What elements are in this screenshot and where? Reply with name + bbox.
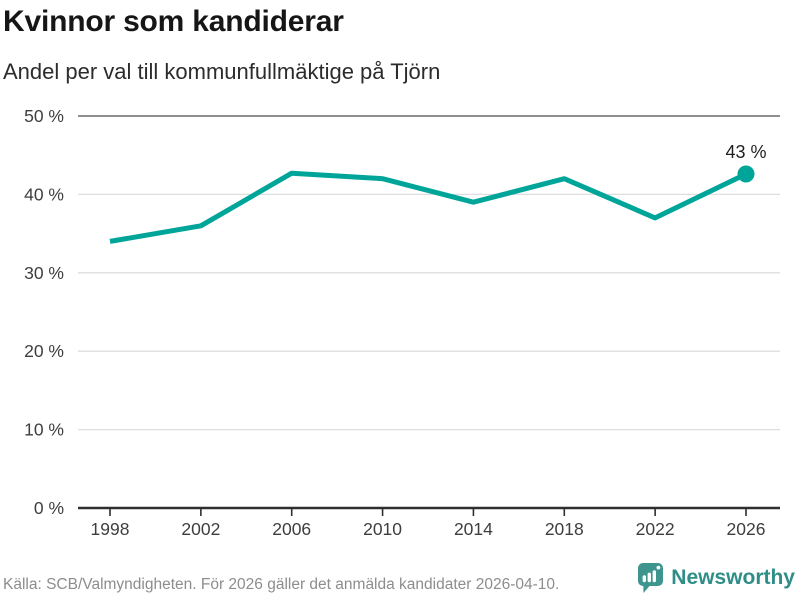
svg-text:2026: 2026	[727, 519, 766, 539]
page-title: Kvinnor som kandiderar	[3, 5, 344, 38]
bar-tall	[652, 569, 657, 582]
bar-medium	[647, 572, 652, 582]
end-point-marker	[737, 165, 755, 183]
source-note: Källa: SCB/Valmyndigheten. För 2026 gäll…	[3, 576, 560, 593]
svg-text:30 %: 30 %	[24, 263, 64, 283]
newsworthy-wordmark: Newsworthy	[671, 566, 795, 589]
svg-text:20 %: 20 %	[24, 341, 64, 361]
svg-text:43 %: 43 %	[725, 142, 766, 162]
svg-text:2018: 2018	[545, 519, 584, 539]
newsworthy-logo: Newsworthy	[637, 561, 795, 595]
chart-subtitle: Andel per val till kommunfullmäktige på …	[3, 59, 441, 84]
svg-text:40 %: 40 %	[24, 184, 64, 204]
svg-text:1998: 1998	[91, 519, 130, 539]
svg-text:0 %: 0 %	[34, 498, 64, 518]
svg-text:2002: 2002	[181, 519, 220, 539]
bar-small	[642, 574, 647, 582]
svg-text:2006: 2006	[272, 519, 311, 539]
svg-text:2014: 2014	[454, 519, 493, 539]
y-axis-labels: 0 % 10 % 20 % 30 % 40 % 50 %	[24, 106, 64, 518]
end-point-label: 43 %	[725, 142, 766, 162]
svg-text:2010: 2010	[363, 519, 402, 539]
svg-text:2022: 2022	[636, 519, 675, 539]
svg-text:50 %: 50 %	[24, 106, 64, 126]
exclamation-dot	[656, 565, 661, 569]
series-line	[109, 170, 748, 244]
y-gridlines	[78, 115, 780, 431]
svg-text:10 %: 10 %	[24, 420, 64, 440]
newsworthy-bubble-chart-icon	[638, 562, 664, 593]
x-axis: 1998 2002 2006 2010 2014 2018 2022 2026	[78, 506, 780, 539]
